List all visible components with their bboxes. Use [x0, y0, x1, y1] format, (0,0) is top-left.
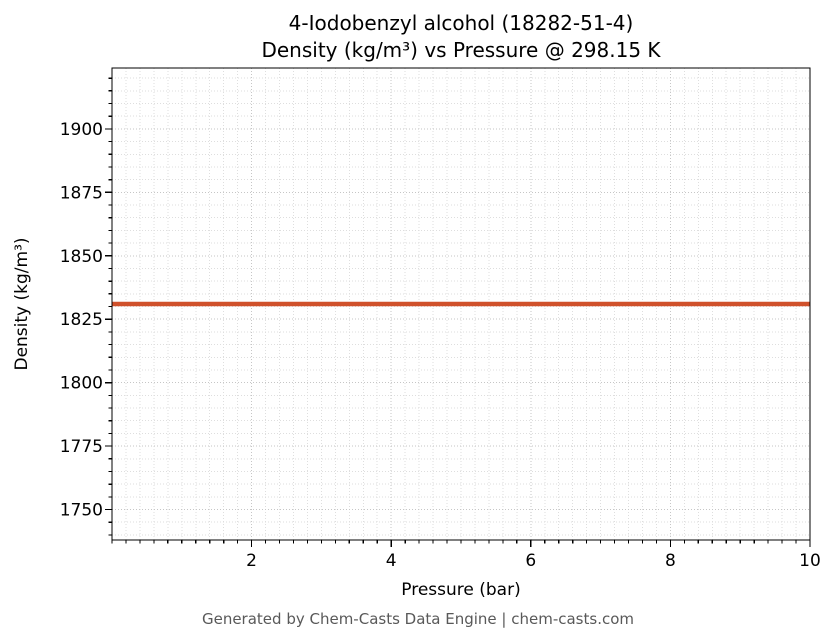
y-tick-label: 1850 [60, 247, 103, 267]
axis-ticks [105, 77, 811, 547]
x-tick-label: 6 [525, 551, 536, 571]
y-tick-label: 1900 [60, 120, 103, 140]
chart-title-line-1: 4-Iodobenzyl alcohol (18282-51-4) [289, 11, 634, 35]
chart-title-line-2: Density (kg/m³) vs Pressure @ 298.15 K [261, 38, 661, 62]
x-tick-label: 4 [386, 551, 397, 571]
x-axis-label: Pressure (bar) [401, 580, 520, 600]
y-tick-label: 1825 [60, 310, 103, 330]
x-tick-label: 8 [665, 551, 676, 571]
x-tick-label: 10 [799, 551, 821, 571]
grid [111, 68, 811, 540]
y-tick-label: 1750 [60, 501, 103, 521]
y-tick-label: 1775 [60, 437, 103, 457]
footer-credit: Generated by Chem-Casts Data Engine | ch… [202, 610, 634, 628]
y-tick-label: 1875 [60, 183, 103, 203]
y-axis-label: Density (kg/m³) [12, 237, 32, 370]
tick-labels: 2 4 6 8 10 1750 1775 1800 1825 1850 1875 1900 [60, 120, 821, 571]
x-tick-label: 2 [246, 551, 257, 571]
y-tick-label: 1800 [60, 374, 103, 394]
